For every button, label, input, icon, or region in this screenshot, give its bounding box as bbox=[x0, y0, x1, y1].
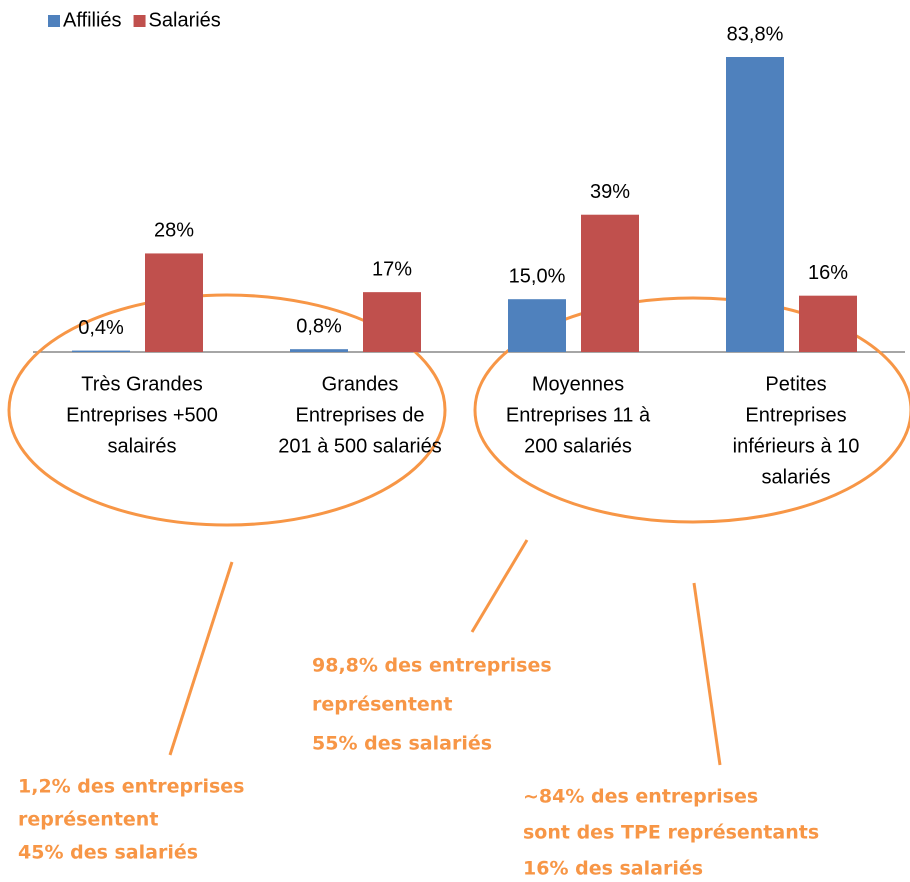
x-tick-label: salariés bbox=[762, 466, 831, 488]
value-label: 39% bbox=[590, 181, 630, 203]
annotation: 45% des salariés bbox=[18, 842, 198, 864]
pointer bbox=[168, 561, 234, 756]
value-label: 0,4% bbox=[78, 317, 124, 339]
x-tick-label: salairés bbox=[108, 435, 177, 457]
x-tick-label: inférieurs à 10 bbox=[733, 435, 860, 457]
value-label: 17% bbox=[372, 258, 412, 280]
x-tick-label: Entreprises de bbox=[296, 404, 425, 426]
x-tick-label: Entreprises 11 à bbox=[506, 404, 651, 426]
bar bbox=[726, 57, 784, 352]
annotation: 98,8% des entreprises bbox=[312, 655, 552, 677]
annotation: représentent bbox=[312, 694, 452, 716]
bar bbox=[290, 349, 348, 352]
bar bbox=[72, 350, 130, 352]
x-tick-label: 200 salariés bbox=[524, 435, 632, 457]
legend-swatch bbox=[48, 15, 60, 27]
legend-label: Salariés bbox=[149, 9, 221, 31]
x-tick-label: Grandes bbox=[322, 373, 399, 395]
value-label: 0,8% bbox=[296, 315, 342, 337]
ellipse bbox=[7, 293, 447, 527]
x-tick-label: Moyennes bbox=[532, 373, 624, 395]
pointer bbox=[692, 582, 722, 766]
value-label: 83,8% bbox=[727, 23, 784, 45]
legend-label: Affiliés bbox=[63, 9, 122, 31]
annotation: représentent bbox=[18, 809, 158, 831]
annotation: 16% des salariés bbox=[523, 858, 703, 880]
legend-swatch bbox=[133, 15, 146, 27]
bar bbox=[363, 292, 421, 352]
x-tick-label: Entreprises +500 bbox=[66, 404, 218, 426]
annotation: sont des TPE représentants bbox=[523, 822, 819, 844]
callouts bbox=[7, 293, 910, 766]
x-tick-label: Très Grandes bbox=[81, 373, 203, 395]
value-label: 28% bbox=[154, 220, 194, 242]
x-tick-label: Entreprises bbox=[745, 404, 846, 426]
ellipse bbox=[473, 296, 910, 524]
annotation: ~84% des entreprises bbox=[523, 786, 758, 808]
annotation: 55% des salariés bbox=[312, 733, 492, 755]
value-label: 15,0% bbox=[509, 265, 566, 287]
bar bbox=[581, 214, 639, 352]
bar bbox=[508, 299, 566, 352]
bar bbox=[799, 295, 857, 352]
x-tick-label: 201 à 500 salariés bbox=[278, 435, 441, 457]
bar bbox=[145, 253, 203, 352]
pointer bbox=[470, 539, 529, 633]
annotation: 1,2% des entreprises bbox=[18, 776, 244, 798]
x-tick-label: Petites bbox=[765, 373, 826, 395]
value-label: 16% bbox=[808, 262, 848, 284]
